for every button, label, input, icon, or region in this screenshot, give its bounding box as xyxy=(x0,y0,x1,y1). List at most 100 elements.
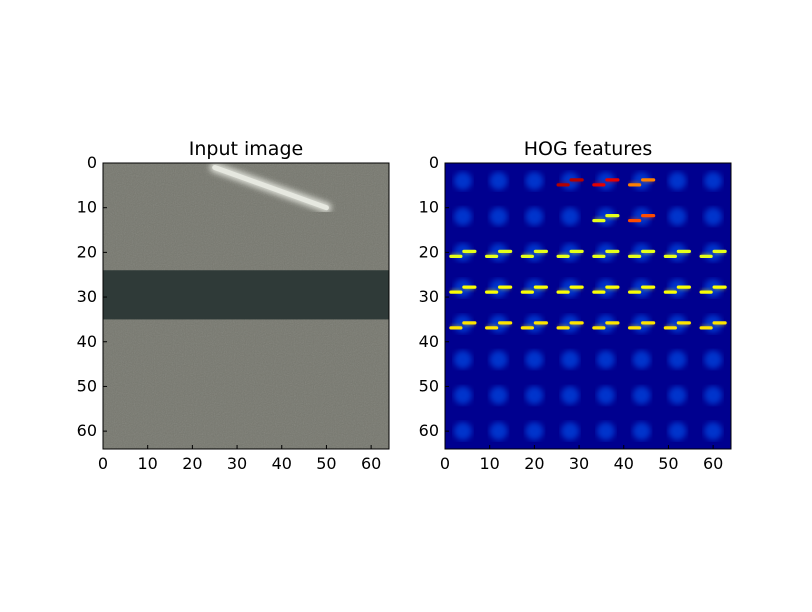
y-tick-label: 40 xyxy=(77,332,97,351)
hog-cell xyxy=(556,417,585,446)
hog-dominant-edge-glow xyxy=(450,284,475,296)
hog-cell xyxy=(556,309,585,338)
y-tick-label: 0 xyxy=(429,153,439,172)
hog-cell xyxy=(448,238,477,267)
hog-cell xyxy=(484,202,513,231)
y-tick-label: 60 xyxy=(77,421,97,440)
x-tick-label: 20 xyxy=(182,454,202,473)
hog-cell xyxy=(699,238,728,267)
hog-cell xyxy=(556,202,585,231)
x-tick-label: 50 xyxy=(658,454,678,473)
hog-cell xyxy=(484,417,513,446)
hog-cell xyxy=(520,417,549,446)
light-stripe-core xyxy=(212,164,329,211)
hog-background xyxy=(445,163,731,449)
hog-cell xyxy=(663,202,692,231)
hog-dominant-edge-glow xyxy=(593,176,618,188)
x-tick-label: 50 xyxy=(316,454,336,473)
hog-cell xyxy=(556,166,585,195)
hog-cell xyxy=(627,274,656,303)
hog-cell xyxy=(520,345,549,374)
hog-cell xyxy=(591,345,620,374)
hog-cell xyxy=(591,238,620,267)
hog-cell xyxy=(556,274,585,303)
hog-cell xyxy=(591,417,620,446)
hog-dominant-edge-glow xyxy=(486,319,511,331)
hog-cell xyxy=(699,345,728,374)
hog-dominant-edge-glow xyxy=(522,248,547,260)
hog-cell xyxy=(663,166,692,195)
hog-cell xyxy=(484,274,513,303)
hog-dominant-edge-glow xyxy=(629,284,654,296)
hog-dominant-edge-glow xyxy=(450,248,475,260)
hog-cell xyxy=(627,238,656,267)
y-tick-label: 50 xyxy=(419,376,439,395)
hog-dominant-edge-glow xyxy=(486,248,511,260)
hog-cell xyxy=(627,417,656,446)
hog-cell xyxy=(448,166,477,195)
input-image-frame xyxy=(102,162,390,450)
hog-dominant-edge-glow xyxy=(593,319,618,331)
hog-cell xyxy=(448,381,477,410)
hog-dominant-edge-glow xyxy=(558,284,583,296)
hog-cell xyxy=(699,309,728,338)
hog-cell xyxy=(520,274,549,303)
y-tick-label: 30 xyxy=(419,287,439,306)
hog-title: HOG features xyxy=(524,138,653,160)
hog-cell xyxy=(699,381,728,410)
y-tick-label: 60 xyxy=(419,421,439,440)
hog-cell xyxy=(484,381,513,410)
hog-dominant-edge-glow xyxy=(522,319,547,331)
x-tick-label: 0 xyxy=(440,454,450,473)
hog-dominant-edge-glow xyxy=(593,248,618,260)
hog-cell xyxy=(663,381,692,410)
hog-cell xyxy=(591,166,620,195)
hog-cell xyxy=(699,417,728,446)
hog-cell xyxy=(627,309,656,338)
hog-dominant-edge-glow xyxy=(629,248,654,260)
hog-frame xyxy=(444,162,732,450)
x-tick-label: 20 xyxy=(524,454,544,473)
hog-dominant-edge-glow xyxy=(629,212,654,224)
hog-dominant-edge-glow xyxy=(665,248,690,260)
y-tick-label: 0 xyxy=(87,153,97,172)
y-tick-label: 50 xyxy=(77,376,97,395)
hog-cells xyxy=(448,166,728,446)
x-tick-label: 60 xyxy=(361,454,381,473)
input-image-title: Input image xyxy=(189,138,303,160)
dark-band xyxy=(103,270,389,320)
hog-cell xyxy=(448,202,477,231)
hog-cell xyxy=(520,238,549,267)
hog-cell xyxy=(591,381,620,410)
hog-cell xyxy=(591,202,620,231)
x-tick-label: 60 xyxy=(703,454,723,473)
hog-cell xyxy=(627,202,656,231)
hog-cell xyxy=(591,274,620,303)
x-tick-label: 0 xyxy=(98,454,108,473)
x-tick-label: 10 xyxy=(138,454,158,473)
hog-cell xyxy=(484,309,513,338)
y-tick-label: 30 xyxy=(77,287,97,306)
hog-cell xyxy=(448,417,477,446)
hog-cell xyxy=(663,417,692,446)
y-tick-label: 20 xyxy=(419,242,439,261)
hog-dominant-edge-glow xyxy=(629,319,654,331)
x-tick-label: 30 xyxy=(569,454,589,473)
hog-dominant-edge-glow xyxy=(629,176,654,188)
hog-dominant-edge-glow xyxy=(665,284,690,296)
hog-dominant-edge-glow xyxy=(593,212,618,224)
hog-cell xyxy=(591,309,620,338)
x-tick-label: 10 xyxy=(480,454,500,473)
hog-cell xyxy=(520,309,549,338)
hog-cell xyxy=(484,238,513,267)
hog-cell xyxy=(627,345,656,374)
hog-dominant-edge-glow xyxy=(701,284,726,296)
hog-cell xyxy=(663,238,692,267)
y-tick-label: 10 xyxy=(77,198,97,217)
hog-cell xyxy=(520,166,549,195)
hog-cell xyxy=(448,274,477,303)
